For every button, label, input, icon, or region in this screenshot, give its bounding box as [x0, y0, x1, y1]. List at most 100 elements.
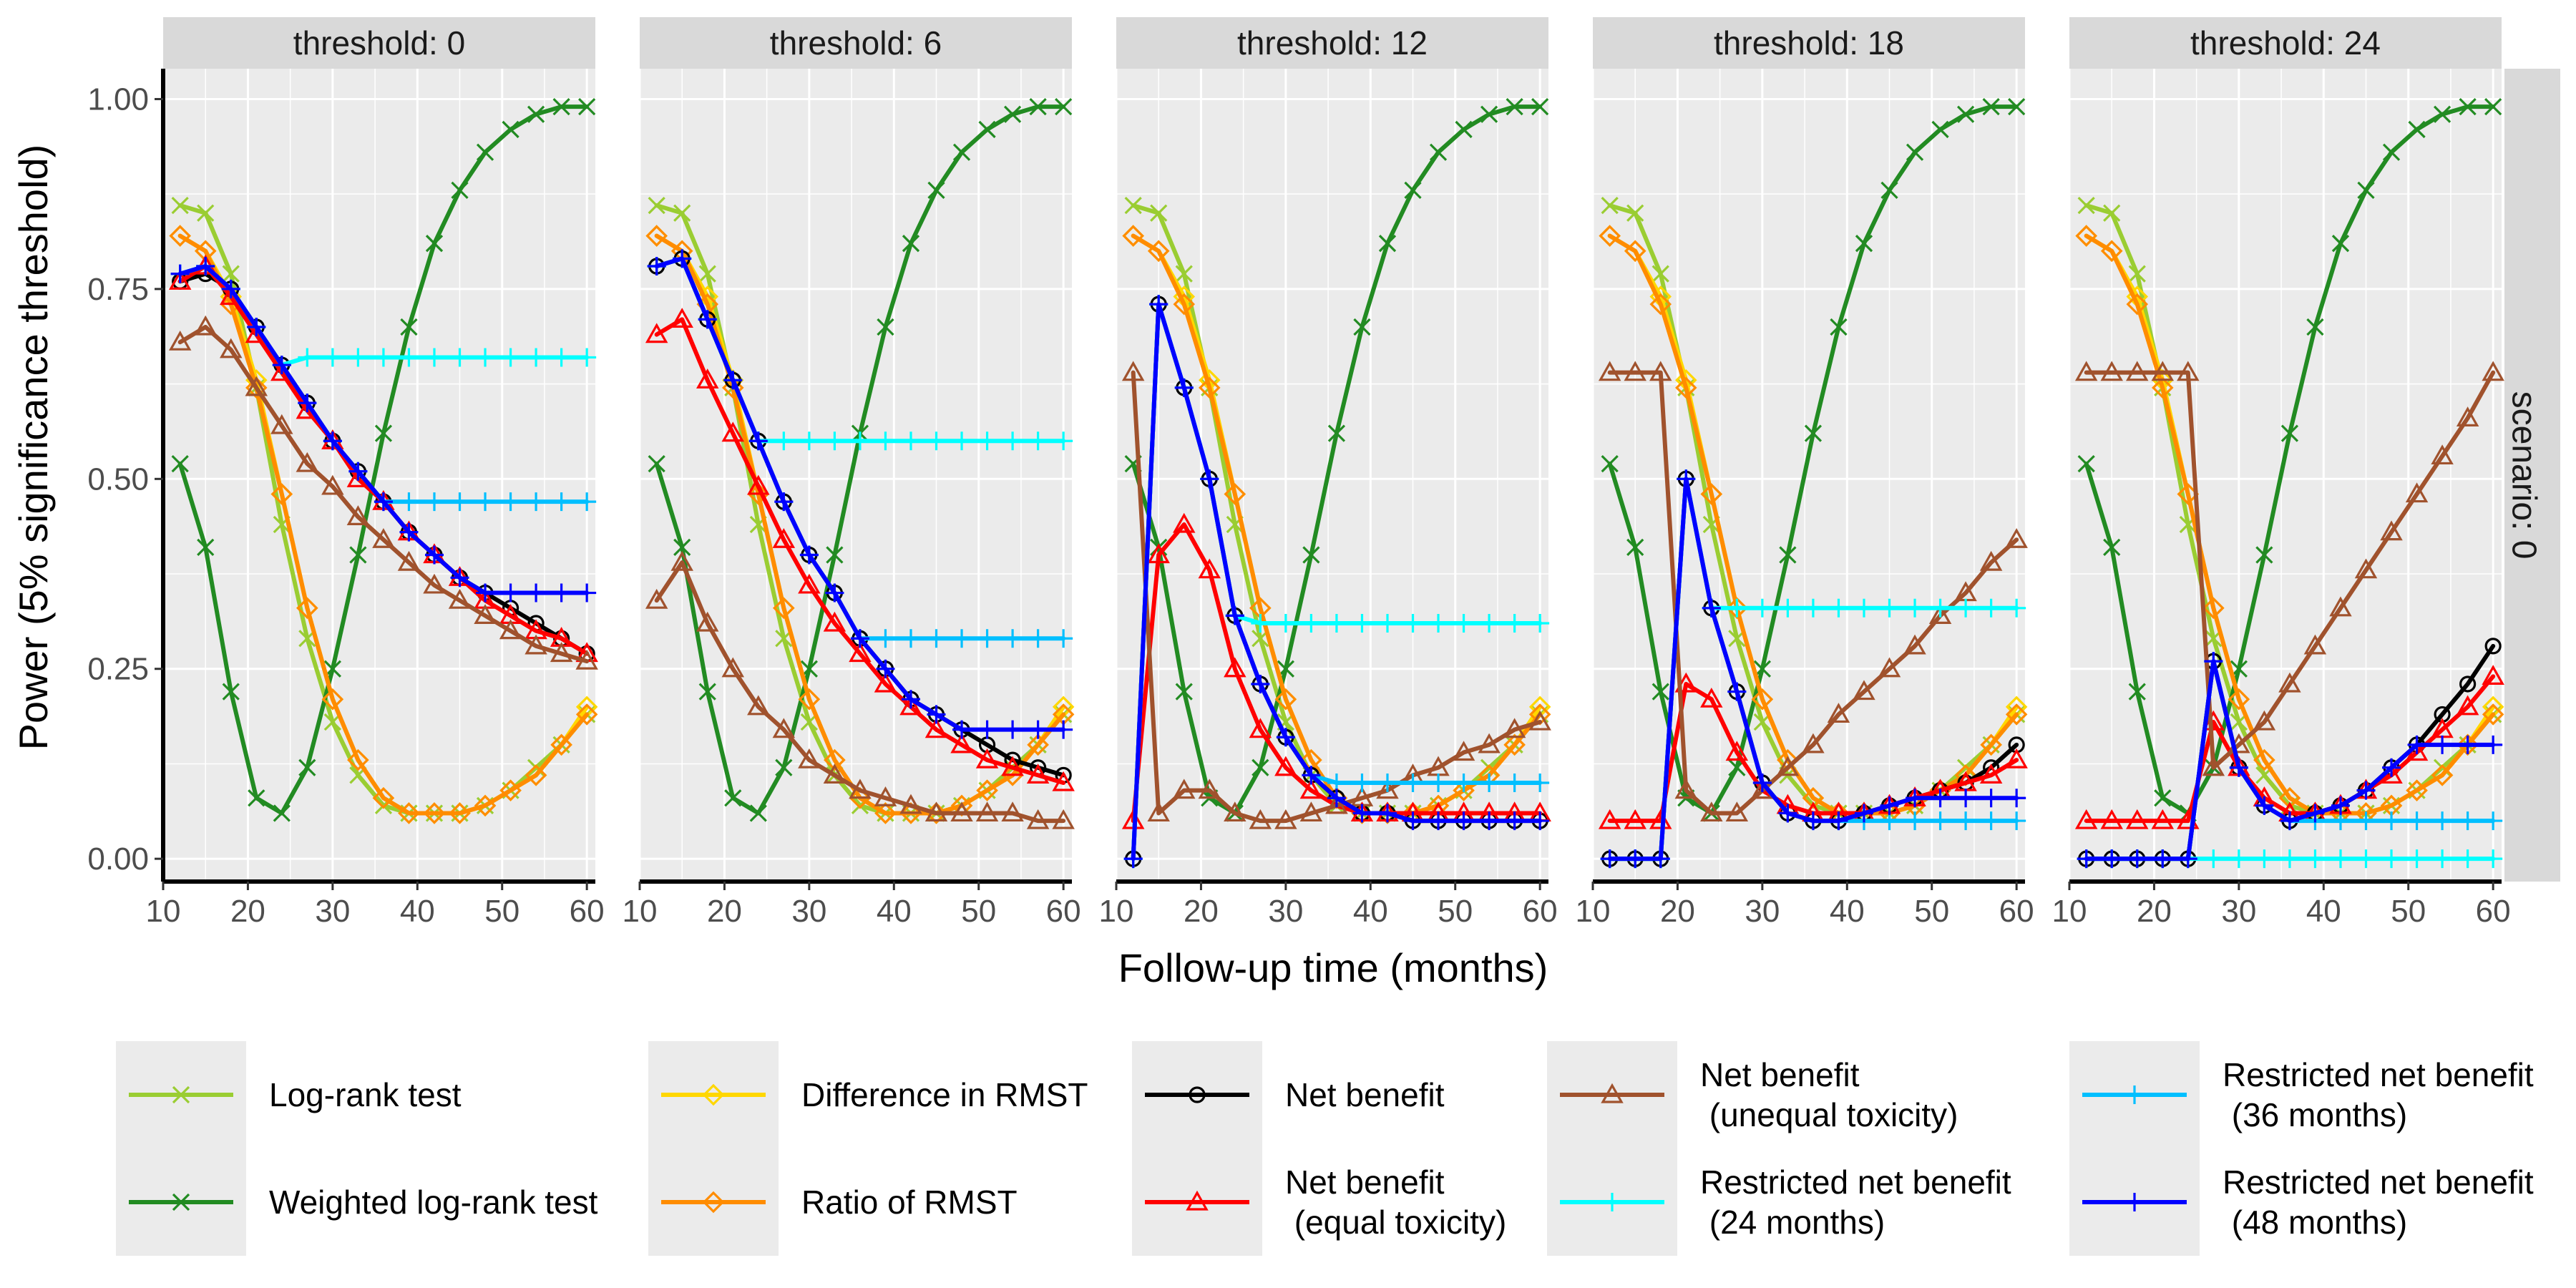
legend-label-line: Ratio of RMST — [801, 1184, 1018, 1221]
data-point — [1601, 454, 1619, 473]
data-point — [1052, 771, 1075, 791]
x-tick-label: 10 — [146, 894, 181, 929]
data-point — [1028, 629, 1048, 648]
data-point — [2280, 424, 2299, 442]
data-point — [2178, 849, 2197, 869]
series-net-benefit-unequal-toxicity — [645, 550, 1075, 829]
data-point — [747, 695, 770, 716]
legend: Log-rank test Weighted log-rank test Diffe… — [116, 1041, 2534, 1256]
data-point — [874, 672, 897, 693]
data-point — [1600, 849, 1619, 869]
data-point — [348, 462, 368, 481]
data-point — [1802, 786, 1825, 809]
data-point — [1674, 779, 1698, 799]
data-point — [1353, 318, 1371, 336]
data-point — [321, 688, 344, 711]
data-point — [1624, 361, 1646, 381]
data-point — [1001, 756, 1024, 776]
data-point — [975, 748, 999, 769]
data-point — [2126, 809, 2149, 829]
data-point — [2151, 361, 2175, 381]
x-tick-label: 60 — [1999, 894, 2034, 929]
panel-threshold-6: threshold: 6 10 20 30 40 50 60 — [623, 17, 1081, 929]
data-point — [2005, 703, 2028, 726]
data-point — [1454, 614, 1473, 633]
data-point — [673, 204, 691, 222]
data-point — [2229, 849, 2248, 869]
data-point — [901, 431, 920, 451]
legend-label-line: Net benefit — [1285, 1163, 1445, 1201]
data-point — [849, 786, 872, 809]
y-tick-label: 0.00 — [87, 841, 149, 877]
data-point — [171, 454, 189, 473]
data-point — [2456, 695, 2479, 716]
x-tick-label: 20 — [230, 894, 265, 929]
data-point — [1931, 789, 1950, 808]
data-point — [977, 720, 997, 739]
legend-label: Net benefit (equal toxicity) — [1285, 1163, 1506, 1241]
legend-key-marker — [1601, 1083, 1624, 1103]
data-point — [2484, 735, 2503, 754]
panel-threshold-24: threshold: 24 10 20 30 40 50 60 — [2052, 17, 2511, 929]
data-point — [952, 629, 972, 648]
data-point — [272, 356, 291, 375]
data-point — [2077, 196, 2095, 215]
data-point — [2306, 318, 2324, 336]
data-point — [1327, 614, 1346, 633]
x-tick-label: 20 — [1184, 894, 1219, 929]
x-tick-label: 60 — [570, 894, 605, 929]
data-point — [374, 424, 393, 442]
data-point — [1503, 718, 1526, 738]
data-point — [2456, 406, 2479, 426]
series-restricted-net-benefit-48-months — [170, 257, 597, 602]
series-line — [654, 560, 1066, 824]
data-point — [927, 629, 946, 648]
data-point — [1274, 756, 1297, 776]
data-point — [2433, 811, 2452, 831]
x-tick-label: 30 — [1745, 894, 1780, 929]
data-point — [1352, 614, 1372, 633]
data-point — [2331, 235, 2350, 253]
data-point — [2484, 849, 2503, 869]
data-point — [1981, 811, 2001, 831]
data-point — [2431, 764, 2454, 786]
data-point — [2303, 634, 2327, 655]
data-point — [298, 394, 317, 413]
data-point — [2007, 811, 2026, 831]
data-point — [2459, 97, 2477, 116]
legend-label: Difference in RMST — [801, 1076, 1088, 1113]
legend-key-marker — [172, 1193, 190, 1211]
data-point — [2354, 558, 2378, 579]
data-point — [775, 758, 793, 776]
legend-item-weighted-log-rank-test: Weighted log-rank test — [116, 1148, 598, 1256]
data-point — [826, 546, 844, 564]
data-point — [1830, 318, 1848, 336]
x-tick-label: 10 — [1099, 894, 1134, 929]
data-point — [2204, 652, 2223, 671]
data-point — [977, 431, 997, 451]
data-point — [952, 720, 972, 739]
legend-item-restricted-net-benefit-48-months: Restricted net benefit (48 months) — [2069, 1148, 2534, 1256]
x-tick-label: 50 — [484, 894, 519, 929]
data-point — [1980, 733, 2002, 756]
data-point — [1403, 614, 1423, 633]
data-point — [950, 733, 973, 753]
data-point — [902, 235, 920, 253]
data-point — [799, 545, 819, 565]
panel-strip — [1593, 17, 2025, 69]
data-point — [476, 583, 495, 602]
x-tick-label: 30 — [315, 894, 350, 929]
data-point — [398, 802, 420, 824]
data-point — [2408, 120, 2426, 139]
data-point — [2280, 849, 2299, 869]
data-point — [1274, 688, 1297, 711]
data-point — [645, 225, 668, 247]
data-point — [698, 683, 716, 701]
data-point — [1122, 225, 1144, 247]
data-point — [222, 265, 240, 283]
data-point — [220, 338, 243, 358]
data-point — [927, 431, 946, 451]
data-point — [1626, 204, 1644, 222]
data-point — [323, 431, 342, 451]
data-point — [577, 492, 597, 512]
